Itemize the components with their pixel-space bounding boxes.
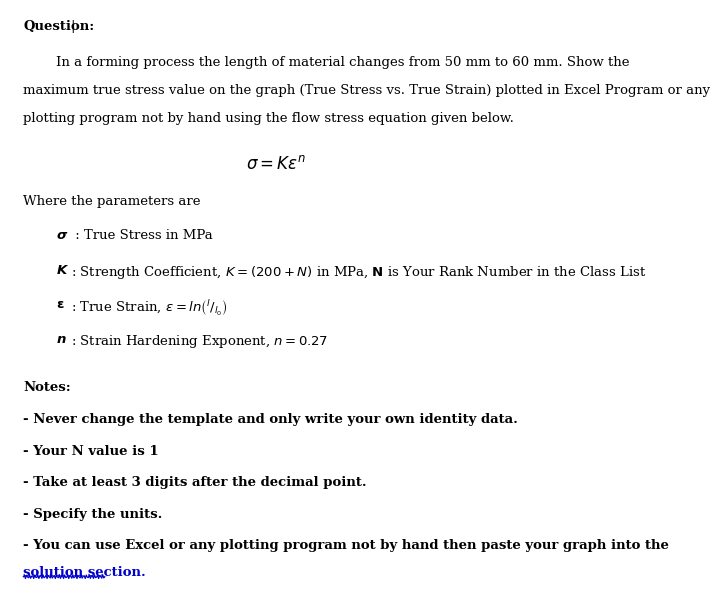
Text: - Your N value is 1: - Your N value is 1 xyxy=(23,445,159,457)
Text: $\boldsymbol{\sigma}$: $\boldsymbol{\sigma}$ xyxy=(56,230,69,242)
Text: $\boldsymbol{\varepsilon}$: $\boldsymbol{\varepsilon}$ xyxy=(56,298,65,311)
Text: $\sigma = K\varepsilon^n$: $\sigma = K\varepsilon^n$ xyxy=(246,155,306,174)
Text: |: | xyxy=(70,19,75,32)
Text: : True Strain, $\varepsilon = ln\left(^{l}/_{l_0}\right)$: : True Strain, $\varepsilon = ln\left(^{… xyxy=(70,298,227,318)
Text: solution section.: solution section. xyxy=(23,566,146,579)
Text: - Never change the template and only write your own identity data.: - Never change the template and only wri… xyxy=(23,413,518,426)
Text: plotting program not by hand using the flow stress equation given below.: plotting program not by hand using the f… xyxy=(23,111,514,125)
Text: maximum true stress value on the graph (True Stress vs. True Strain) plotted in : maximum true stress value on the graph (… xyxy=(23,84,710,97)
Text: : Strength Coefficient, $K = (200 + N)$ in MPa, $\mathbf{N}$ is Your Rank Number: : Strength Coefficient, $K = (200 + N)$ … xyxy=(70,264,646,281)
Text: - Specify the units.: - Specify the units. xyxy=(23,507,163,521)
Text: : Strain Hardening Exponent, $n = 0.27$: : Strain Hardening Exponent, $n = 0.27$ xyxy=(70,333,328,350)
Text: $\boldsymbol{n}$: $\boldsymbol{n}$ xyxy=(56,333,67,346)
Text: $\boldsymbol{K}$: $\boldsymbol{K}$ xyxy=(56,264,70,277)
Text: Question:: Question: xyxy=(23,19,95,32)
Text: Where the parameters are: Where the parameters are xyxy=(23,195,201,208)
Text: - You can use Excel or any plotting program not by hand then paste your graph in: - You can use Excel or any plotting prog… xyxy=(23,539,669,552)
Text: : True Stress in MPa: : True Stress in MPa xyxy=(70,230,213,242)
Text: Notes:: Notes: xyxy=(23,381,71,395)
Text: In a forming process the length of material changes from 50 mm to 60 mm. Show th: In a forming process the length of mater… xyxy=(56,56,630,69)
Text: - Take at least 3 digits after the decimal point.: - Take at least 3 digits after the decim… xyxy=(23,476,367,489)
